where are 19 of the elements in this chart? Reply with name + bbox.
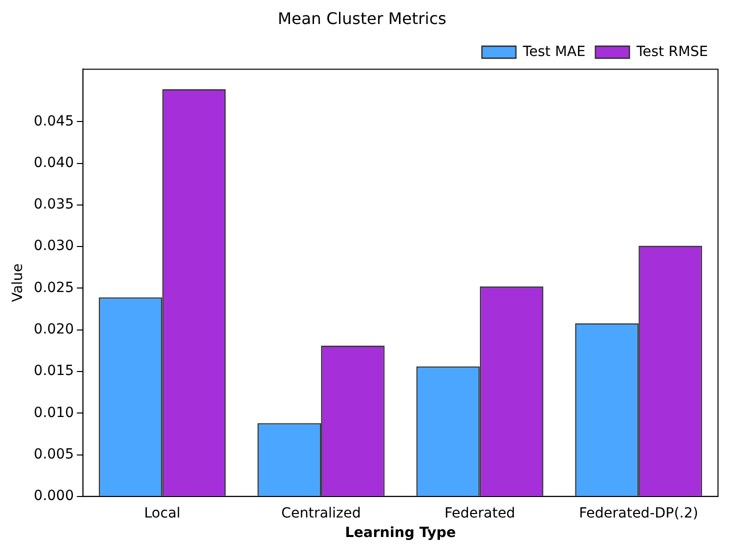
legend-label: Test RMSE <box>635 44 708 60</box>
y-tick-label: 0.040 <box>34 154 74 171</box>
legend-label: Test MAE <box>522 44 586 60</box>
chart-title: Mean Cluster Metrics <box>278 8 446 28</box>
x-tick-label: Federated <box>444 505 516 522</box>
y-tick-label: 0.015 <box>34 363 74 380</box>
y-tick-label: 0.020 <box>34 321 74 338</box>
x-tick-label: Local <box>144 505 180 522</box>
x-axis-title: Learning Type <box>344 525 456 542</box>
y-tick-label: 0.045 <box>34 113 74 130</box>
y-tick-label: 0.000 <box>34 488 74 504</box>
x-tick-label: Federated-DP(.2) <box>578 505 698 522</box>
y-tick-label: 0.005 <box>34 446 74 462</box>
x-tick-label: Centralized <box>281 505 361 522</box>
y-axis-title: Value <box>10 264 26 302</box>
y-tick-label: 0.035 <box>34 196 74 213</box>
y-tick-label: 0.030 <box>34 238 74 254</box>
y-tick-label: 0.025 <box>34 280 74 296</box>
y-tick-label: 0.010 <box>34 404 74 421</box>
